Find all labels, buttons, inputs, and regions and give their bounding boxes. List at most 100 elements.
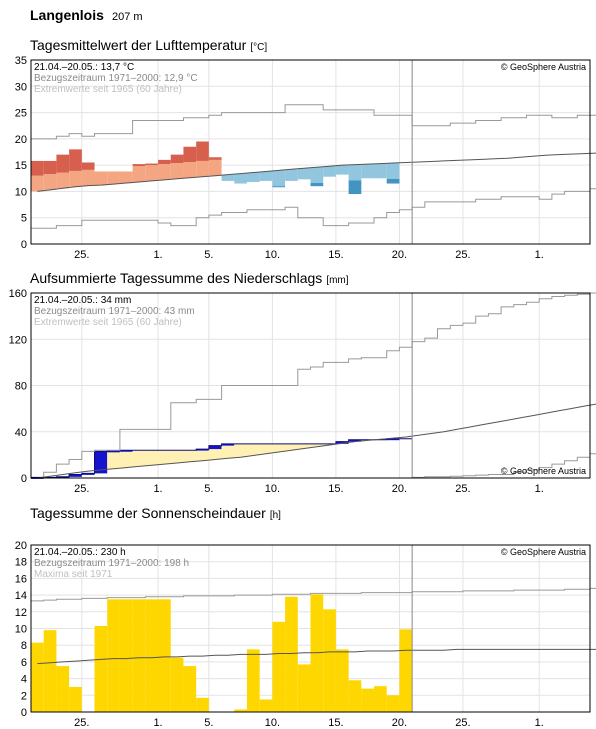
temperature-anomaly-bar [145, 163, 159, 166]
temperature-anomaly-bar [310, 183, 324, 187]
x-tick-label: 5. [204, 717, 213, 729]
sunshine-bar [234, 709, 247, 712]
temperature-anomaly-bar [94, 171, 108, 186]
info-line-1: 21.04.–20.05.: 230 h [34, 547, 126, 558]
extreme-max-line [31, 104, 596, 140]
x-tick-label: 10. [265, 249, 280, 261]
sunshine-bar [361, 688, 375, 712]
x-tick-label: 25. [455, 249, 470, 261]
precipitation-daily-bar [69, 474, 82, 477]
precipitation-surplus-area [246, 443, 260, 456]
extreme-max-line [31, 587, 596, 602]
precipitation-daily-bar [348, 439, 362, 442]
precipitation-surplus-area [259, 443, 273, 454]
temperature-anomaly-bar [386, 163, 400, 179]
precipitation-daily-bar [208, 445, 222, 450]
precipitation-surplus-area [196, 449, 209, 461]
y-tick-label: 40 [15, 427, 27, 439]
temperature-anomaly-bar [81, 162, 95, 170]
temperature-anomaly-bar [374, 163, 387, 179]
sunshine-bar [272, 621, 286, 712]
temperature-anomaly-bar [56, 154, 70, 173]
temperature-anomaly-bar [196, 160, 209, 177]
temperature-anomaly-bar [158, 164, 171, 180]
extreme-max-line [31, 292, 596, 479]
y-tick-label: 30 [15, 81, 27, 93]
x-tick-label: 15. [328, 249, 343, 261]
temperature-anomaly-bar [43, 160, 57, 175]
temperature-anomaly-bar [170, 163, 184, 179]
chart-title: Tagesmittelwert der Lufttemperatur [°C] [30, 37, 267, 53]
precipitation-surplus-area [310, 443, 324, 447]
sunshine-bar [348, 680, 362, 712]
sunshine-bar [170, 657, 184, 712]
temperature-anomaly-bar [132, 164, 146, 167]
sunshine-bar [31, 642, 44, 712]
precipitation-surplus-area [107, 450, 120, 469]
info-line-3: Extremwerte seit 1965 (60 Jahre) [34, 84, 182, 95]
precipitation-surplus-area [183, 450, 197, 462]
y-tick-label: 35 [15, 55, 27, 67]
temperature-anomaly-bar [31, 175, 44, 192]
sunshine-bar [297, 664, 311, 712]
info-line-1: 21.04.–20.05.: 34 mm [34, 295, 131, 306]
y-tick-label: 0 [21, 707, 27, 719]
x-tick-label: 20. [392, 249, 407, 261]
x-tick-label: 1. [535, 483, 544, 495]
temperature-anomaly-bar [196, 141, 209, 161]
y-tick-label: 120 [9, 334, 27, 346]
y-tick-label: 14 [15, 590, 27, 602]
temperature-anomaly-bar [183, 146, 197, 162]
copyright-label: © GeoSphere Austria [501, 62, 586, 72]
sunshine-bar [132, 599, 146, 712]
y-tick-label: 4 [21, 674, 27, 686]
station-name: Langenlois [30, 7, 104, 23]
x-tick-label: 20. [392, 717, 407, 729]
temperature-anomaly-bar [361, 164, 375, 179]
chart-precipitation: Aufsummierte Tagessumme des Niederschlag… [9, 270, 596, 495]
sunshine-bar [386, 695, 400, 712]
precipitation-surplus-area [158, 450, 171, 465]
x-tick-label: 20. [392, 483, 407, 495]
chart-title: Tagessumme der Sonnenscheindauer [h] [30, 505, 281, 521]
temperature-anomaly-bar [259, 171, 273, 181]
info-line-2: Bezugszeitraum 1971–2000: 198 h [34, 558, 189, 569]
temperature-anomaly-bar [119, 171, 133, 184]
sunshine-bar [145, 599, 159, 712]
sunshine-bar [196, 697, 209, 712]
copyright-label: © GeoSphere Austria [501, 547, 586, 557]
temperature-anomaly-bar [132, 166, 146, 182]
chart-unit: [h] [270, 510, 281, 521]
temperature-anomaly-bar [297, 168, 311, 180]
temperature-anomaly-bar [348, 180, 362, 195]
sunshine-bar [107, 599, 120, 712]
sunshine-bar [335, 649, 349, 712]
plot-frame [30, 544, 591, 713]
x-tick-label: 1. [153, 483, 162, 495]
x-tick-label: 1. [535, 717, 544, 729]
temperature-anomaly-bar [221, 174, 235, 181]
sunshine-bar [94, 625, 108, 712]
temperature-anomaly-bar [107, 171, 120, 185]
precipitation-cumulative-line [31, 438, 413, 478]
precipitation-surplus-area [234, 443, 247, 458]
temperature-anomaly-bar [208, 157, 222, 160]
temperature-anomaly-bar [234, 173, 247, 184]
precipitation-daily-bar [335, 441, 349, 444]
series [31, 141, 400, 195]
chart-sunshine: Tagessumme der Sonnenscheindauer [h] 0 2 4 6 8… [15, 505, 596, 729]
precipitation-surplus-area [221, 443, 235, 459]
temperature-anomaly-bar [31, 160, 44, 176]
reference-lines [31, 587, 596, 665]
plot-frame [30, 59, 591, 245]
x-tick-label: 5. [204, 249, 213, 261]
y-tick-label: 15 [15, 160, 27, 172]
y-tick-label: 20 [15, 134, 27, 146]
x-tick-label: 10. [265, 483, 280, 495]
temperature-anomaly-bar [285, 169, 298, 181]
temperature-anomaly-bar [69, 149, 82, 171]
temperature-anomaly-bar [56, 172, 70, 189]
y-tick-label: 80 [15, 381, 27, 393]
temperature-anomaly-bar [145, 165, 159, 181]
